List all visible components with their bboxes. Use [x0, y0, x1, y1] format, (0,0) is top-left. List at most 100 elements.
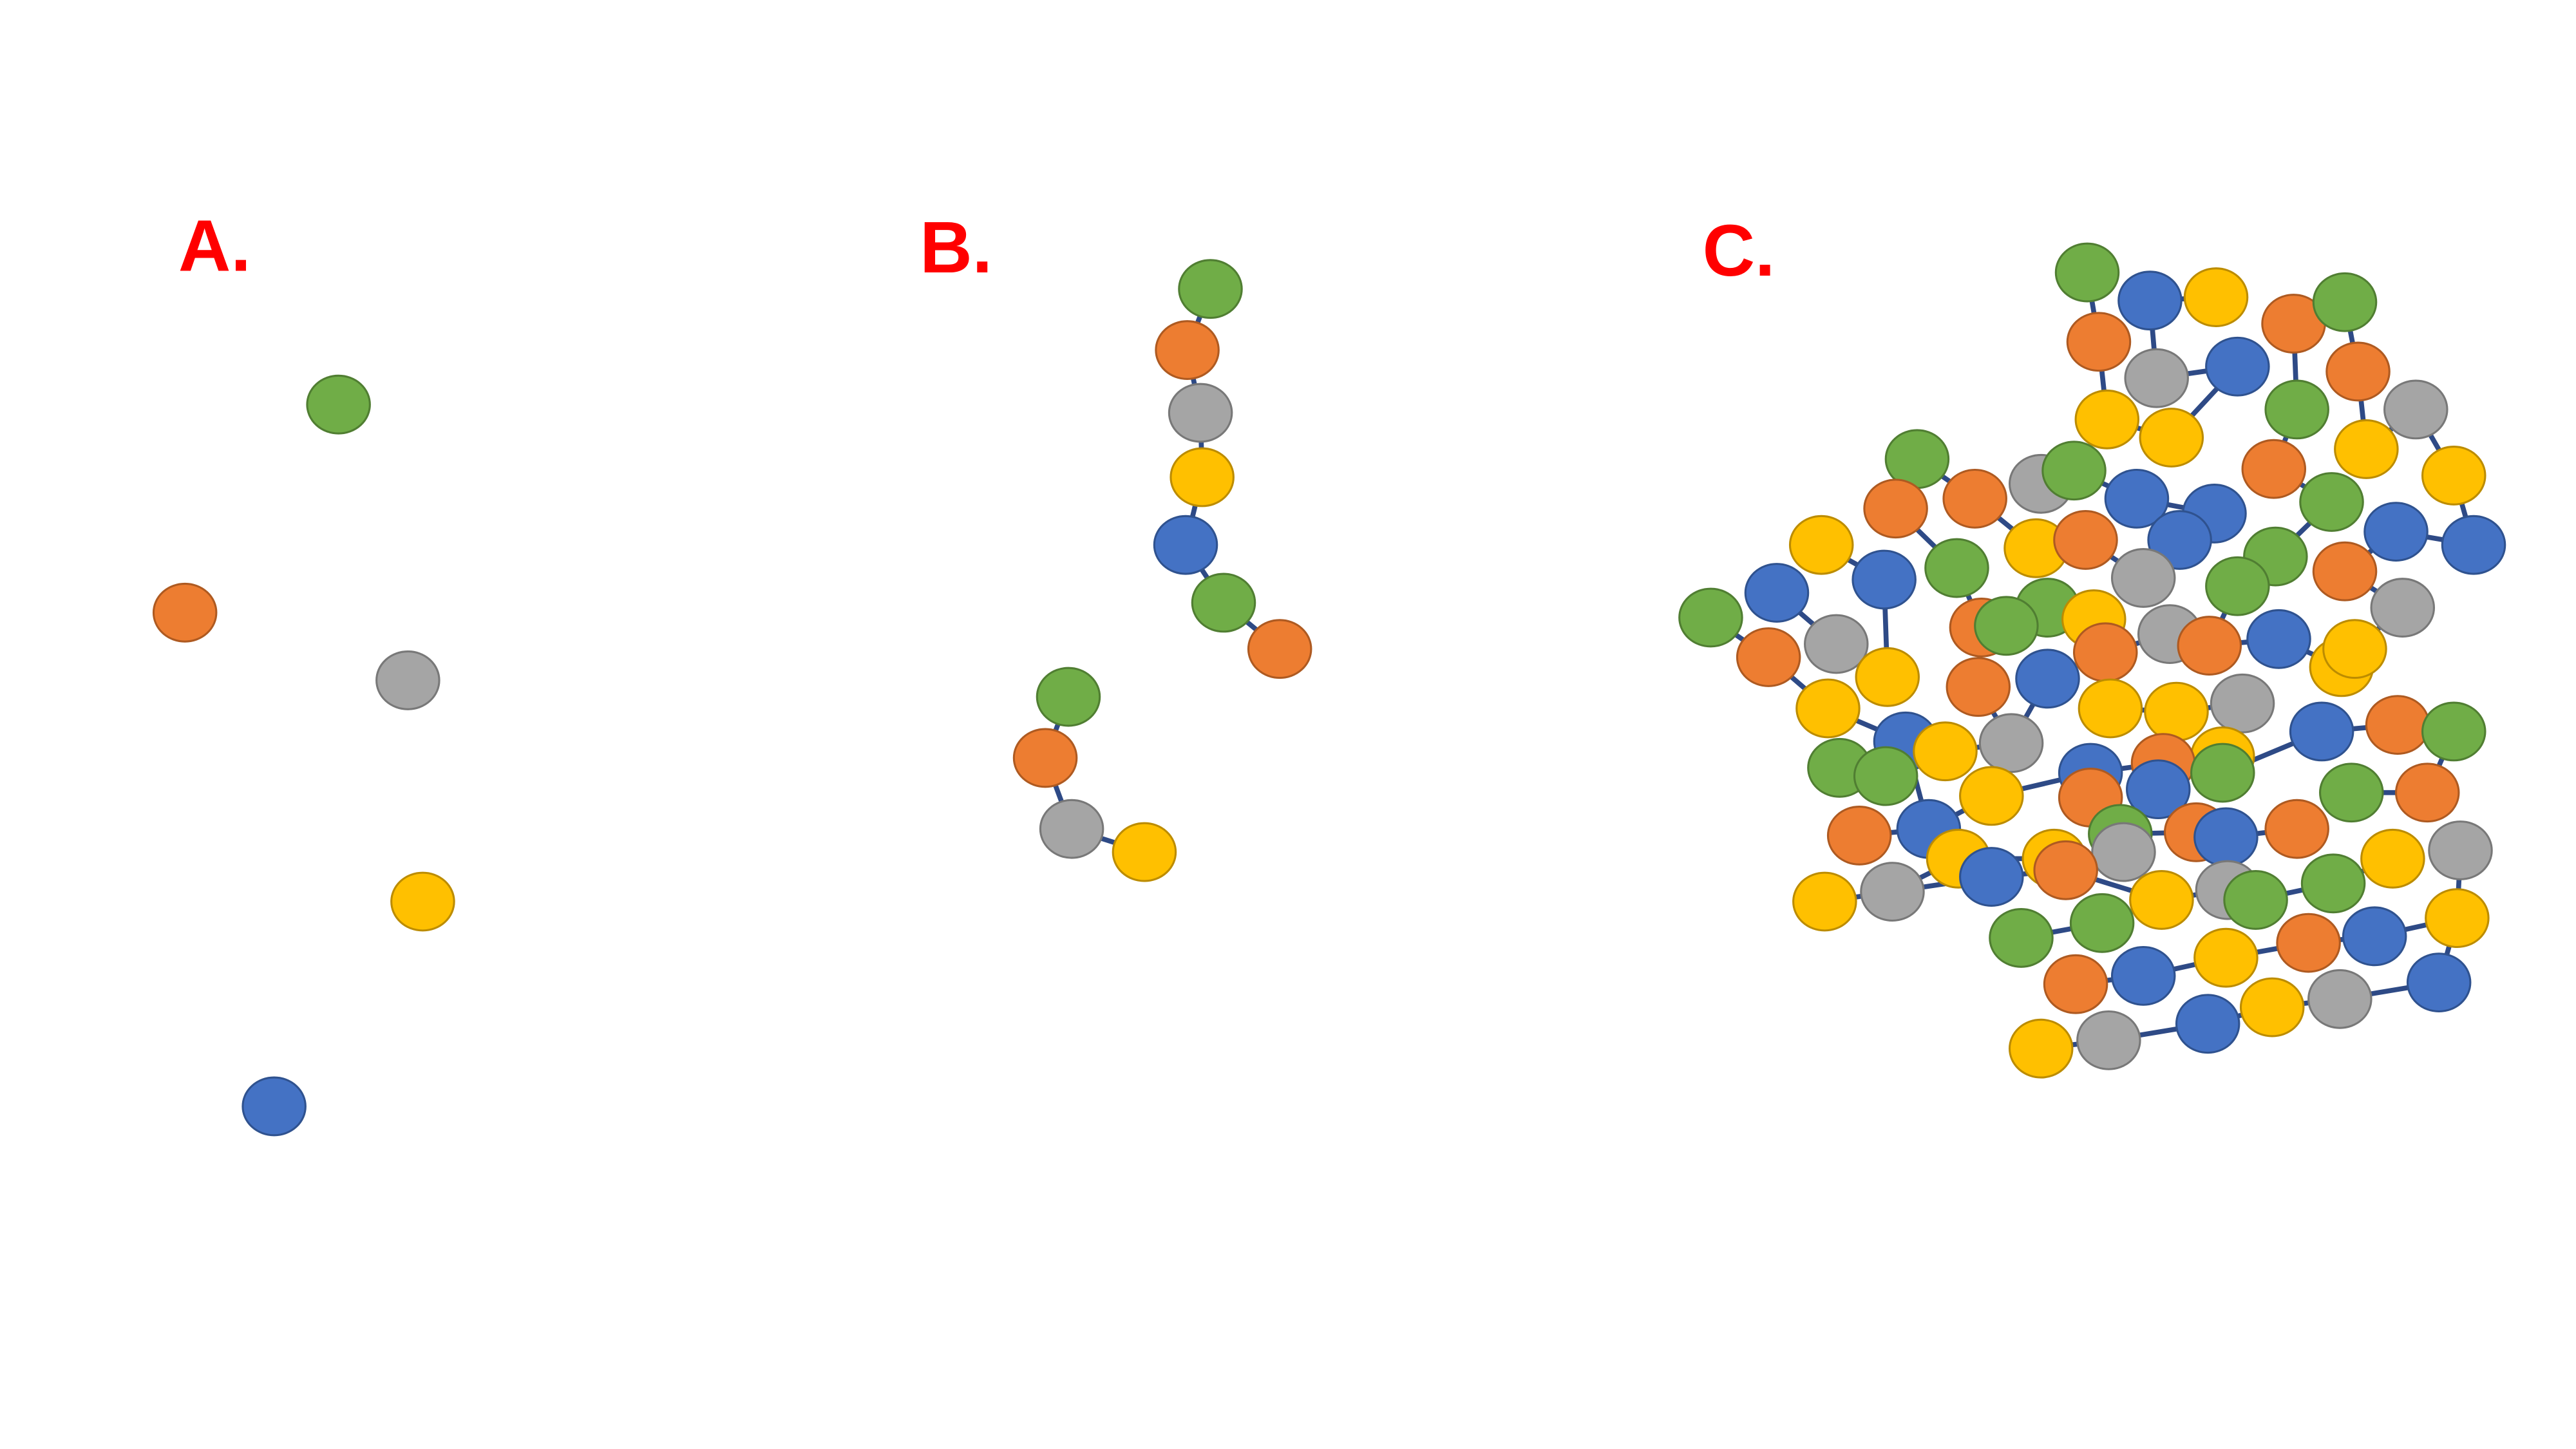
- bead: [1855, 647, 1920, 707]
- bead: [2066, 312, 2132, 372]
- bead: [2069, 893, 2135, 953]
- bead: [2193, 807, 2259, 867]
- bead: [2421, 446, 2486, 506]
- link: [2340, 301, 2477, 651]
- bead: [2054, 242, 2120, 303]
- bead: [2008, 1018, 2074, 1079]
- bead: [2334, 419, 2399, 479]
- bead: [2129, 870, 2194, 930]
- bead: [2312, 541, 2378, 601]
- bead: [2015, 649, 2080, 709]
- bead: [2342, 906, 2407, 967]
- bead: [2289, 701, 2354, 762]
- bead: [1191, 573, 1256, 633]
- bead: [2300, 853, 2366, 914]
- bead: [2110, 548, 2176, 608]
- bead: [1959, 766, 2024, 826]
- bead: [1942, 468, 2007, 529]
- bead: [2264, 379, 2329, 440]
- bead: [2363, 502, 2429, 562]
- bead: [1924, 538, 1989, 598]
- bead: [1860, 862, 1925, 922]
- bead: [2239, 977, 2305, 1037]
- bead: [2223, 870, 2288, 930]
- bead: [2074, 389, 2140, 450]
- bead: [1170, 447, 1235, 507]
- bead: [2394, 762, 2460, 823]
- bead: [1153, 515, 1218, 575]
- bead: [390, 871, 455, 932]
- bead: [2307, 969, 2372, 1029]
- bead: [1168, 383, 1233, 443]
- bead: [2177, 616, 2242, 676]
- bead: [2325, 341, 2391, 402]
- bead: [1744, 563, 1810, 623]
- bead: [2193, 927, 2259, 988]
- bead: [2175, 994, 2240, 1054]
- bead: [1012, 728, 1078, 788]
- bead: [1736, 627, 1801, 687]
- bead: [1678, 587, 1743, 648]
- bead: [2147, 510, 2212, 570]
- panel-label: A.: [178, 205, 251, 287]
- bead: [2365, 695, 2430, 755]
- bead: [1826, 806, 1892, 866]
- bead: [1036, 667, 1101, 727]
- bead: [2319, 762, 2384, 823]
- bead: [2043, 954, 2108, 1014]
- bead: [1913, 721, 1978, 782]
- bead: [2110, 945, 2176, 1006]
- bead: [1978, 713, 2044, 773]
- bead: [2205, 336, 2270, 397]
- bead: [2033, 840, 2098, 900]
- bead: [242, 1076, 307, 1137]
- bead: [1863, 478, 1928, 539]
- bead: [152, 582, 218, 643]
- bead: [1178, 259, 1243, 319]
- bead: [1946, 657, 2011, 717]
- bead: [375, 650, 440, 710]
- bead: [2406, 952, 2472, 1013]
- bead: [2091, 822, 2156, 882]
- bead: [2053, 510, 2118, 570]
- bead: [1112, 822, 1177, 882]
- bead: [1989, 908, 2054, 968]
- bead: [2117, 270, 2183, 331]
- bead: [2428, 820, 2493, 880]
- bead: [2276, 913, 2341, 973]
- bead: [2210, 673, 2275, 734]
- bead: [2312, 272, 2378, 332]
- bead: [2299, 472, 2364, 532]
- bead: [1804, 614, 1869, 674]
- bead: [2425, 888, 2490, 949]
- bead: [2370, 578, 2436, 638]
- bead: [2144, 681, 2209, 742]
- bead: [1853, 746, 1918, 806]
- bead: [2246, 609, 2311, 669]
- bead: [1155, 320, 1220, 381]
- link: [1042, 696, 1146, 855]
- bead: [2139, 408, 2204, 468]
- bead: [2104, 468, 2170, 529]
- bead: [2383, 379, 2448, 440]
- bead: [2205, 556, 2270, 616]
- bead: [2076, 1010, 2141, 1070]
- bead: [2360, 828, 2425, 889]
- bead: [2124, 348, 2189, 408]
- beads: [152, 242, 2506, 1137]
- bead: [1974, 596, 2039, 656]
- bead: [1247, 619, 1312, 679]
- bead: [306, 374, 371, 435]
- bead: [2126, 759, 2191, 820]
- bead: [2264, 799, 2329, 859]
- bead: [1788, 515, 1854, 575]
- bead: [2241, 439, 2307, 499]
- bead: [1959, 847, 2024, 907]
- bead: [1852, 549, 1917, 610]
- bead: [2183, 267, 2249, 327]
- panel-label: B.: [920, 207, 992, 288]
- bead: [2421, 701, 2486, 762]
- bead: [1795, 678, 1861, 739]
